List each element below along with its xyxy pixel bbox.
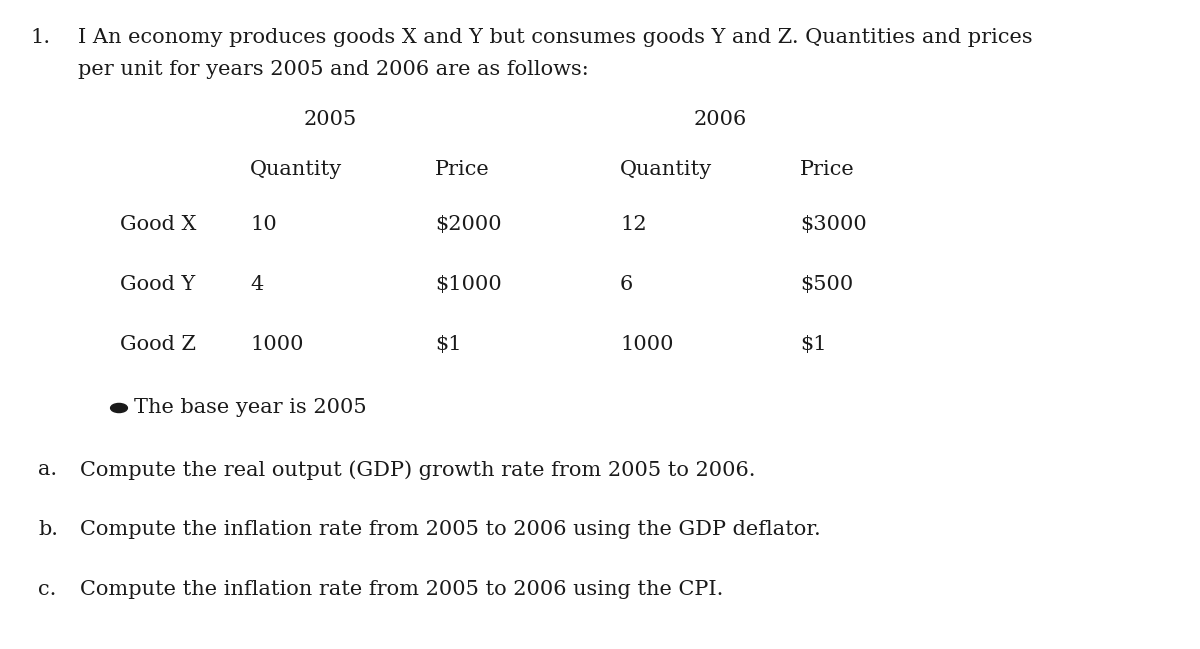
Text: 1.: 1. bbox=[30, 28, 50, 47]
Text: 12: 12 bbox=[620, 215, 647, 234]
Text: 10: 10 bbox=[250, 215, 277, 234]
Text: 2005: 2005 bbox=[304, 110, 356, 129]
Text: Price: Price bbox=[800, 160, 854, 179]
Text: Quantity: Quantity bbox=[250, 160, 342, 179]
Text: 1000: 1000 bbox=[620, 335, 673, 354]
Text: per unit for years 2005 and 2006 are as follows:: per unit for years 2005 and 2006 are as … bbox=[78, 60, 589, 79]
Text: 1000: 1000 bbox=[250, 335, 304, 354]
Text: $3000: $3000 bbox=[800, 215, 866, 234]
Text: $500: $500 bbox=[800, 275, 853, 294]
Text: Compute the real output (GDP) growth rate from 2005 to 2006.: Compute the real output (GDP) growth rat… bbox=[80, 460, 756, 480]
Text: I An economy produces goods X and Y but consumes goods Y and Z. Quantities and p: I An economy produces goods X and Y but … bbox=[78, 28, 1033, 47]
Text: Compute the inflation rate from 2005 to 2006 using the CPI.: Compute the inflation rate from 2005 to … bbox=[80, 580, 724, 599]
Text: $1: $1 bbox=[800, 335, 827, 354]
Text: Compute the inflation rate from 2005 to 2006 using the GDP deflator.: Compute the inflation rate from 2005 to … bbox=[80, 520, 821, 539]
Text: Quantity: Quantity bbox=[620, 160, 713, 179]
Text: 4: 4 bbox=[250, 275, 263, 294]
Text: c.: c. bbox=[38, 580, 56, 599]
Text: Good Z: Good Z bbox=[120, 335, 196, 354]
Text: 6: 6 bbox=[620, 275, 634, 294]
Text: The base year is 2005: The base year is 2005 bbox=[134, 398, 367, 417]
Text: Good X: Good X bbox=[120, 215, 197, 234]
Text: a.: a. bbox=[38, 460, 58, 479]
Text: b.: b. bbox=[38, 520, 58, 539]
Text: Good Y: Good Y bbox=[120, 275, 196, 294]
Text: $1: $1 bbox=[436, 335, 462, 354]
Text: $1000: $1000 bbox=[436, 275, 502, 294]
Text: Price: Price bbox=[436, 160, 490, 179]
Text: $2000: $2000 bbox=[436, 215, 502, 234]
Text: 2006: 2006 bbox=[694, 110, 746, 129]
